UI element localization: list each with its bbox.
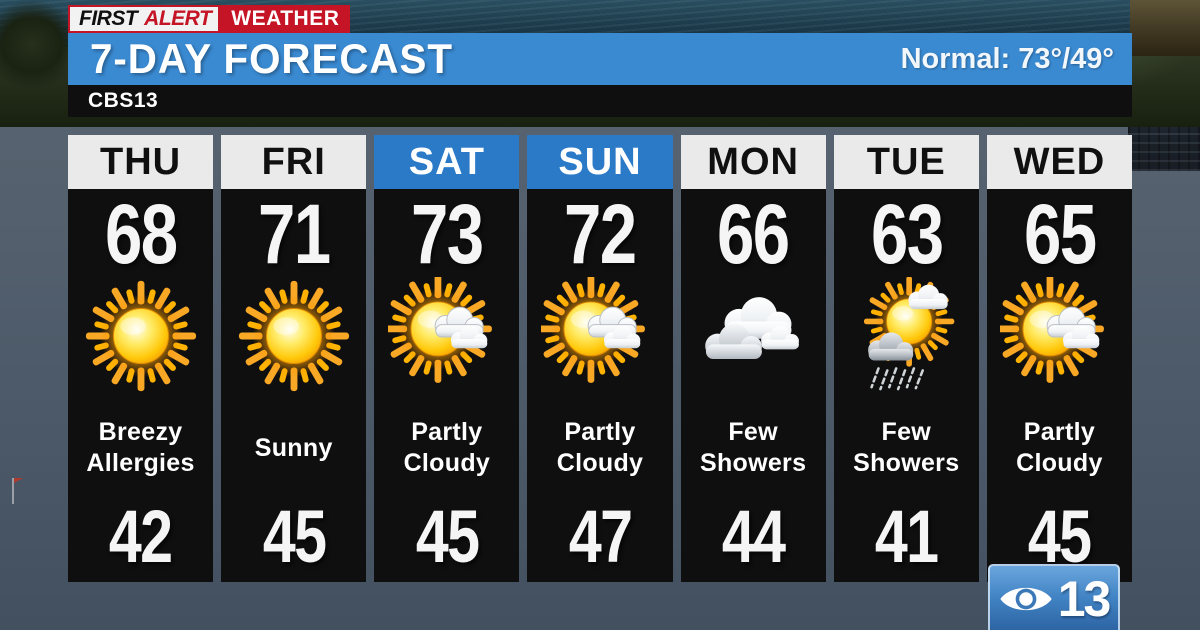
sunny-icon: [235, 277, 353, 395]
high-temp: 71: [257, 187, 331, 281]
station-strip: CBS13: [68, 85, 1132, 117]
cbs-eye-icon: [1000, 587, 1052, 611]
flagpole: [12, 478, 14, 504]
forecast-day-column: WED 65 Partly Cloudy 45: [986, 135, 1132, 582]
river-bank-background: [1130, 0, 1200, 56]
high-temp: 65: [1023, 187, 1097, 281]
forecast-day-column: SUN 72 Partly Cloudy 47: [527, 135, 673, 582]
day-label: FRI: [221, 135, 367, 189]
forecast-day-column: THU 68 Breezy Allergies 42: [68, 135, 214, 582]
low-temp: 45: [415, 494, 480, 578]
first-label: FIRST: [79, 7, 138, 30]
condition-label: Partly Cloudy: [1016, 418, 1103, 477]
forecast-day-column: SAT 73 Partly Cloudy 45: [374, 135, 520, 582]
low-temp: 45: [1028, 494, 1092, 578]
cbs13-logo: 13: [988, 564, 1120, 630]
day-panel: 65 Partly Cloudy 45: [986, 187, 1132, 582]
low-temp: 44: [721, 494, 786, 578]
forecast-day-column: TUE 63 Few Showers 41: [833, 135, 979, 582]
high-temp: 68: [104, 187, 178, 281]
high-temp: 66: [717, 187, 790, 281]
day-panel: 66 Few Showers 44: [680, 187, 826, 582]
station-number: 13: [1057, 571, 1112, 627]
first-alert-weather-logo: FIRST ALERT WEATHER: [68, 5, 351, 33]
partly-cloudy-icon: [541, 277, 659, 395]
low-temp: 45: [262, 494, 326, 578]
forecast-day-column: MON 66 Few Showers 44: [680, 135, 826, 582]
few-showers-icon: [847, 277, 965, 395]
flag: [14, 478, 23, 483]
condition-label: Partly Cloudy: [403, 418, 491, 477]
normal-temps-label: Normal: 73°/49°: [900, 42, 1114, 75]
partly-cloudy-icon: [1000, 277, 1118, 395]
high-temp: 73: [411, 187, 484, 281]
forecast-banner: 7-DAY FORECAST Normal: 73°/49°: [68, 33, 1132, 85]
first-alert-box: FIRST ALERT: [68, 5, 221, 33]
high-temp: 63: [870, 187, 943, 281]
day-label: THU: [68, 135, 214, 189]
low-temp: 42: [109, 494, 173, 578]
forecast-grid: THU 68 Breezy Allergies 42 FRI 71 Sunny …: [68, 135, 1132, 582]
partly-cloudy-icon: [388, 277, 506, 395]
cloudy-icon: [694, 277, 812, 395]
day-label: SAT: [374, 135, 520, 189]
day-panel: 63 Few Showers 41: [833, 187, 979, 582]
day-panel: 72 Partly Cloudy 47: [527, 187, 673, 582]
day-panel: 71 Sunny 45: [221, 187, 367, 582]
sunny-icon: [82, 277, 200, 395]
day-label: TUE: [833, 135, 979, 189]
forecast-day-column: FRI 71 Sunny 45: [221, 135, 367, 582]
day-panel: 68 Breezy Allergies 42: [68, 187, 214, 582]
low-temp: 47: [568, 494, 633, 578]
day-panel: 73 Partly Cloudy 45: [374, 187, 520, 582]
day-label: MON: [680, 135, 826, 189]
condition-label: Partly Cloudy: [556, 418, 644, 477]
condition-label: Sunny: [254, 433, 333, 462]
day-label: SUN: [527, 135, 673, 189]
condition-label: Breezy Allergies: [86, 418, 195, 477]
high-temp: 72: [564, 187, 637, 281]
low-temp: 41: [874, 494, 939, 578]
condition-label: Few Showers: [853, 418, 960, 477]
weather-label: WEATHER: [220, 5, 351, 33]
alert-label: ALERT: [144, 7, 212, 30]
condition-label: Few Showers: [699, 418, 807, 477]
day-label: WED: [986, 135, 1132, 189]
page-title: 7-DAY FORECAST: [90, 35, 453, 82]
